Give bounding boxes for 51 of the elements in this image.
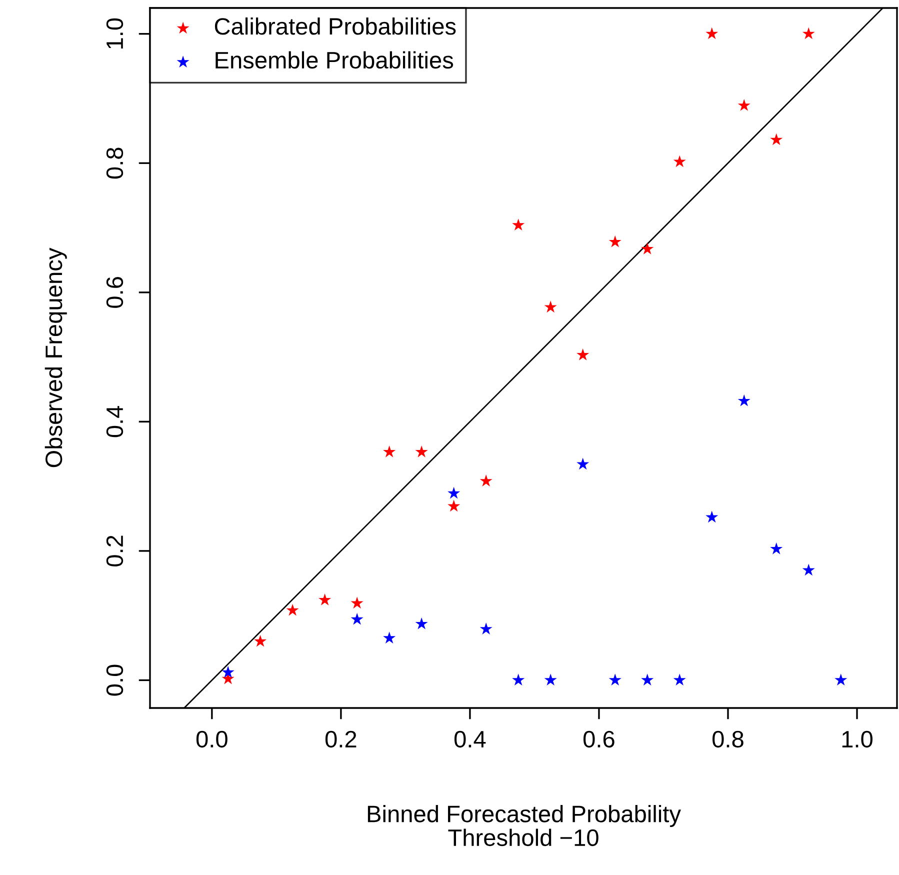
point <box>254 634 267 647</box>
point <box>512 674 525 686</box>
point <box>318 593 332 606</box>
point <box>608 674 622 686</box>
y-tick-label: 0.8 <box>106 148 124 179</box>
point <box>415 445 428 458</box>
point <box>738 394 750 406</box>
y-tick-label: 0.2 <box>106 536 124 566</box>
point <box>383 445 396 458</box>
point <box>448 500 460 512</box>
point <box>608 235 622 248</box>
legend-label: Ensemble Probabilities <box>216 51 454 69</box>
point <box>222 666 234 678</box>
point <box>544 674 557 686</box>
point <box>641 242 654 254</box>
y-tick-label: 0.0 <box>106 664 124 696</box>
point <box>383 632 396 644</box>
point <box>738 99 750 111</box>
y-tick-label: 0.6 <box>106 277 124 308</box>
point <box>706 510 718 523</box>
point <box>512 218 525 231</box>
x-tick-label: 0.2 <box>325 730 356 748</box>
point <box>480 622 492 634</box>
point <box>576 348 590 360</box>
x-tick-label: 0.8 <box>712 730 744 748</box>
point <box>350 596 364 609</box>
y-tick-label: 0.4 <box>106 406 124 438</box>
point <box>770 133 783 146</box>
point <box>480 474 492 486</box>
x-axis-title: Binned Forecasted Probability Threshold −10 <box>368 805 681 846</box>
point <box>673 674 686 686</box>
point <box>802 564 815 576</box>
x-tick-label: 0.4 <box>454 730 486 748</box>
point <box>448 486 460 499</box>
point <box>286 604 299 616</box>
point <box>802 27 815 40</box>
point <box>576 458 590 470</box>
point <box>673 155 686 168</box>
y-axis-title: Observed Frequency <box>44 248 67 468</box>
point <box>544 300 557 313</box>
x-tick-label: 1.0 <box>842 730 872 748</box>
point <box>834 674 848 686</box>
point <box>415 617 428 630</box>
x-tick-label: 0.6 <box>583 730 614 748</box>
x-tick-label: 0.0 <box>196 730 228 748</box>
point <box>641 674 654 686</box>
point <box>770 542 783 554</box>
y-tick-label: 1.0 <box>106 18 124 48</box>
legend-label: Calibrated Probabilities <box>214 17 456 35</box>
point <box>706 27 718 40</box>
point <box>350 612 364 625</box>
